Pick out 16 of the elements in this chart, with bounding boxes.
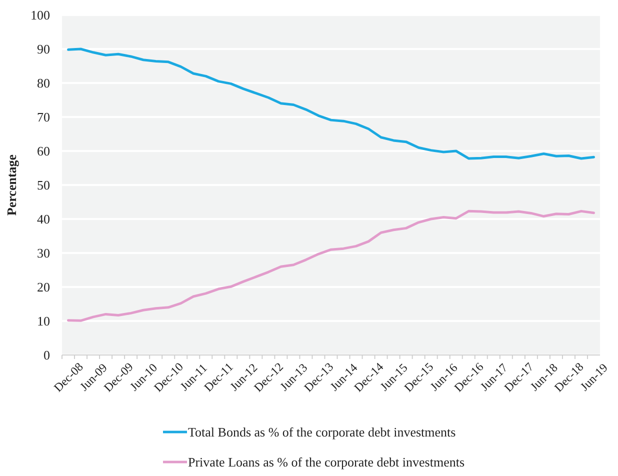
y-tick-label: 70	[37, 110, 50, 125]
legend-label: Total Bonds as % of the corporate debt investments	[188, 424, 456, 440]
legend-label: Private Loans as % of the corporate debt investments	[188, 454, 465, 470]
y-tick-label: 0	[44, 348, 50, 363]
y-tick-label: 40	[37, 212, 50, 227]
line-series	[67, 48, 595, 160]
y-tick-label: 80	[37, 76, 50, 91]
y-axis-title: Percentage	[4, 154, 19, 216]
y-tick-label: 10	[37, 314, 50, 329]
y-tick-label: 60	[37, 144, 50, 159]
y-tick-label: 20	[37, 280, 50, 295]
line-series	[67, 210, 595, 322]
y-tick-label: 90	[37, 42, 50, 57]
y-tick-label: 100	[30, 8, 50, 23]
y-tick-label: 30	[37, 246, 50, 261]
y-tick-label: 50	[37, 178, 50, 193]
